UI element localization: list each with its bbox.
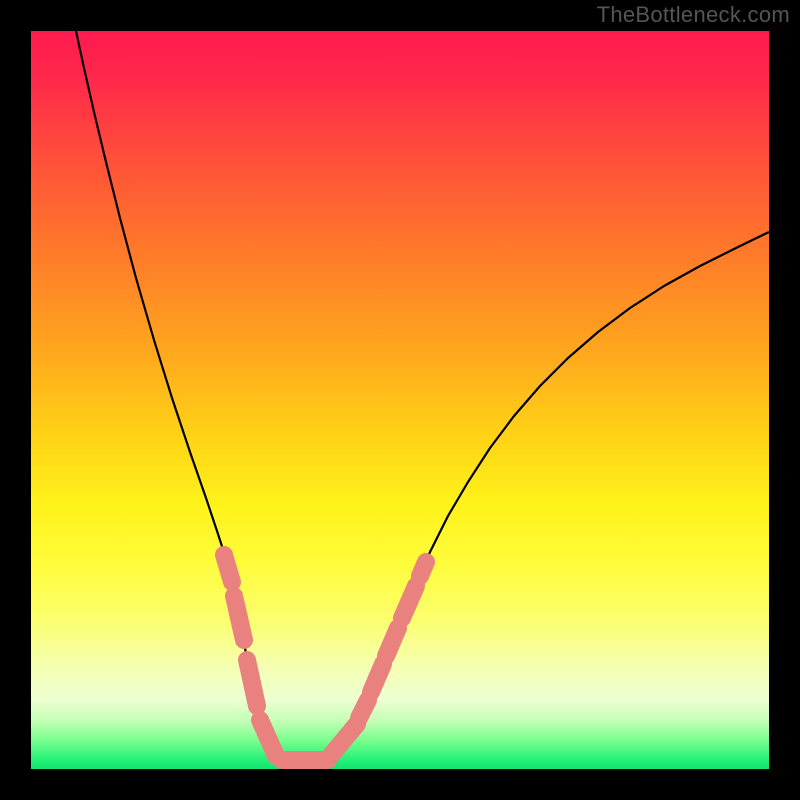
chart-stage: TheBottleneck.com	[0, 0, 800, 800]
marker-segment	[402, 586, 416, 618]
marker-segment	[224, 555, 232, 582]
marker-segment	[247, 660, 257, 706]
plot-area	[31, 31, 769, 769]
marker-segment	[420, 562, 426, 576]
marker-segment	[386, 628, 398, 656]
marker-segment	[359, 700, 368, 718]
marker-segment	[371, 664, 383, 692]
chart-svg	[0, 0, 800, 800]
watermark-text: TheBottleneck.com	[597, 2, 790, 28]
marker-segment	[234, 596, 244, 640]
